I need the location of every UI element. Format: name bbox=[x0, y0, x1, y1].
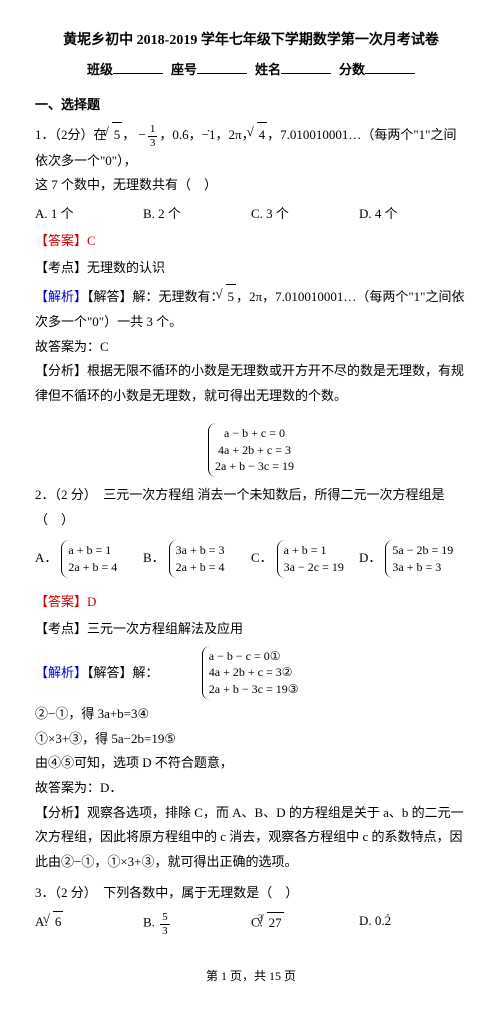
q2-d: D．5a − 2b = 193a + b = 3 bbox=[359, 540, 467, 578]
q2-c: C．a + b = 13a − 2c = 19 bbox=[251, 540, 359, 578]
seat-label: 座号 bbox=[171, 60, 247, 81]
q1-answer: 【答案】C bbox=[35, 231, 467, 252]
q1-c: C. 3 个 bbox=[251, 204, 359, 225]
q2-topic: 【考点】三元一次方程组解法及应用 bbox=[35, 619, 467, 640]
q3-options: A. 6 B. 53 C. 327 D. 0.2 bbox=[35, 911, 467, 936]
q3-d: D. 0.2 bbox=[359, 911, 467, 936]
q2-b: B．3a + b = 32a + b = 4 bbox=[143, 540, 251, 578]
student-info: 班级 座号 姓名 分数 bbox=[35, 60, 467, 81]
q2-options: A．a + b = 12a + b = 4 B．3a + b = 32a + b… bbox=[35, 540, 467, 584]
q2-analysis: 【解析】【解答】解： a − b − c = 0①4a + 2b + c = 3… bbox=[35, 646, 467, 875]
q2-answer: 【答案】D bbox=[35, 592, 467, 613]
class-label: 班级 bbox=[87, 60, 163, 81]
q2-stem: a − b + c = 04a + 2b + c = 32a + b − 3c … bbox=[35, 423, 467, 533]
q3-a: A. 6 bbox=[35, 911, 143, 936]
q2-a: A．a + b = 12a + b = 4 bbox=[35, 540, 143, 578]
section-1: 一、选择题 bbox=[35, 95, 467, 116]
q3-stem: 3．（2 分） 下列各数中，属于无理数是（ ） bbox=[35, 881, 467, 906]
page-footer: 第 1 页，共 15 页 bbox=[35, 967, 467, 986]
q3-b: B. 53 bbox=[143, 911, 251, 936]
score-label: 分数 bbox=[339, 60, 415, 81]
q1-stem: 1．（2分）在 5， −13，0.6，−1，2π，4，7.010010001…（… bbox=[35, 122, 467, 198]
name-label: 姓名 bbox=[255, 60, 331, 81]
q1-topic: 【考点】无理数的认识 bbox=[35, 258, 467, 279]
exam-title: 黄坭乡初中 2018-2019 学年七年级下学期数学第一次月考试卷 bbox=[35, 30, 467, 52]
q1-analysis: 【解析】【解答】解：无理数有：5，2π，7.010010001…（每两个"1"之… bbox=[35, 284, 467, 408]
q1-a: A. 1 个 bbox=[35, 204, 143, 225]
q1-options: A. 1 个 B. 2 个 C. 3 个 D. 4 个 bbox=[35, 204, 467, 225]
q3-c: C. 327 bbox=[251, 911, 359, 936]
q1-b: B. 2 个 bbox=[143, 204, 251, 225]
q1-d: D. 4 个 bbox=[359, 204, 467, 225]
